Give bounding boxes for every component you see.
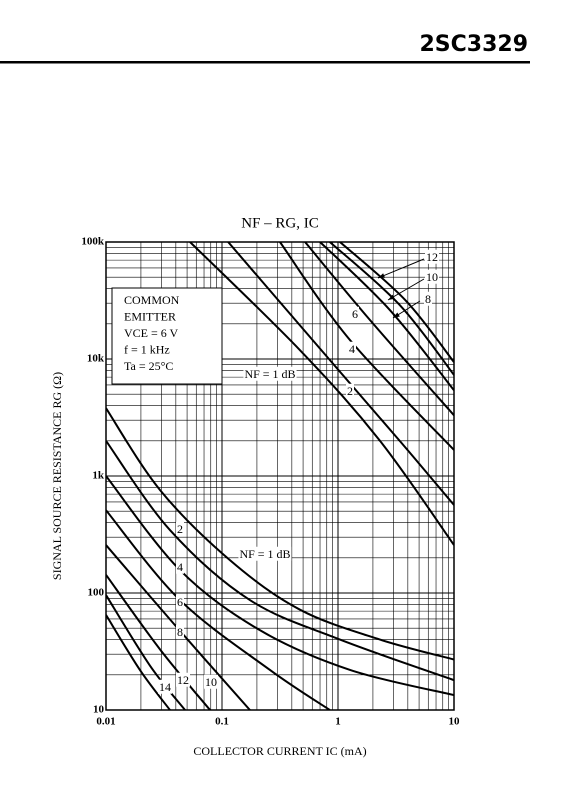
curve-label: 12: [426, 250, 438, 264]
label-bg: [348, 341, 356, 356]
curve-label: NF = 1 dB: [244, 367, 295, 381]
y-tick-label: 1k: [92, 470, 105, 482]
nf-curve: [106, 407, 454, 661]
y-tick-label: 10: [93, 704, 105, 716]
arrow-head: [393, 312, 400, 318]
label-arrow: [377, 258, 425, 279]
condition-text: COMMON: [124, 293, 180, 307]
label-arrow: [387, 278, 425, 301]
nf-curve: [319, 242, 454, 391]
curve-label: 6: [177, 595, 183, 609]
y-tick-label: 100: [88, 587, 105, 599]
x-tick-label: 0.1: [215, 716, 229, 728]
nf-curve: [106, 544, 251, 710]
arrow-head: [378, 273, 385, 278]
nf-curve: [106, 574, 211, 710]
nf-curve: [189, 242, 454, 546]
nf-curve: [339, 242, 454, 363]
label-bg: [238, 546, 292, 561]
label-bg: [176, 559, 184, 574]
nf-curve: [304, 242, 454, 416]
curve-label: 4: [349, 342, 355, 356]
y-tick-label: 100k: [81, 236, 105, 248]
nf-curve: [329, 242, 454, 376]
nf-curve: [106, 475, 454, 697]
condition-text: VCE = 6 V: [124, 326, 179, 340]
curve-label: 2: [347, 384, 353, 398]
nf-curve: [279, 242, 454, 451]
label-bg: [158, 679, 172, 694]
y-tick-label: 10k: [87, 353, 105, 365]
chart-title: NF – RG, IC: [241, 215, 319, 231]
label-bg: [204, 674, 218, 689]
condition-box: [111, 287, 223, 385]
plot: 0.01 0.1 1 10 10 100 1k 10k 100k COMMON EMITTER VCE…: [81, 236, 460, 728]
curve-label: 12: [177, 673, 189, 687]
nf-curve: [106, 509, 331, 710]
nf-curve: [227, 242, 454, 506]
label-bg: [425, 249, 439, 264]
x-tick-label: 1: [335, 716, 341, 728]
condition-text: Ta = 25°C: [124, 359, 173, 373]
curve-label: 8: [425, 292, 431, 306]
label-bg: [346, 383, 354, 398]
x-tick-label: 10: [449, 716, 461, 728]
label-bg: [176, 594, 184, 609]
curve-label: 2: [177, 522, 183, 536]
label-bg: [176, 624, 184, 639]
label-bg: [424, 291, 432, 306]
part-number: 2SC3329: [419, 32, 528, 57]
nf-curve: [106, 594, 186, 710]
x-tick-label: 0.01: [96, 716, 115, 728]
label-bg: [351, 306, 359, 321]
condition-text: f = 1 kHz: [124, 342, 170, 356]
condition-text: EMITTER: [124, 309, 176, 323]
label-bg: [176, 521, 184, 536]
curve-label: 10: [426, 270, 438, 284]
label-bg: [425, 269, 439, 284]
arrow-head: [388, 294, 395, 300]
curve-label: 8: [177, 625, 183, 639]
nf-curve: [106, 614, 171, 710]
curve-label: 14: [159, 680, 171, 694]
nf-curve: [106, 440, 454, 682]
y-axis-label: SIGNAL SOURCE RESISTANCE RG (Ω): [50, 372, 64, 580]
x-axis-label: COLLECTOR CURRENT IC (mA): [193, 744, 366, 758]
header-rule: [0, 61, 530, 64]
label-bg: [243, 366, 297, 381]
curve-label: 10: [205, 675, 217, 689]
curve-label: 6: [352, 307, 358, 321]
label-bg: [176, 672, 190, 687]
curve-label: NF = 1 dB: [239, 547, 290, 561]
curve-label: 4: [177, 560, 183, 574]
